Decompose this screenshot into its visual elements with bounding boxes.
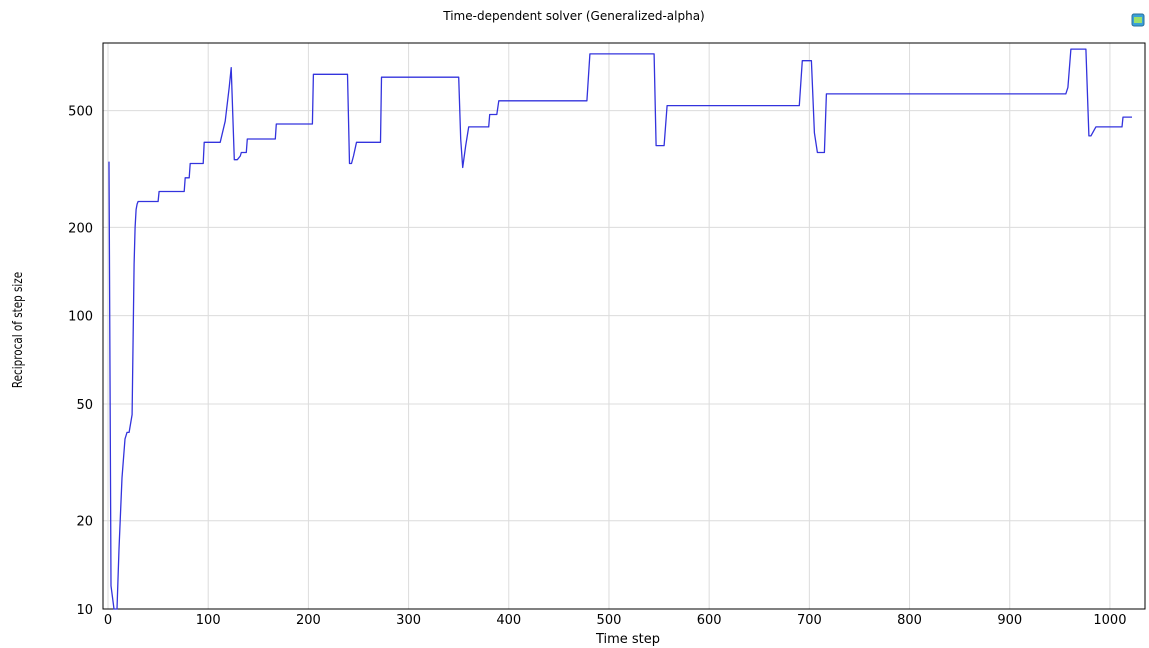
x-tick-label: 200 [296,613,321,628]
y-tick-label: 10 [76,603,93,618]
x-tick-label: 400 [496,613,521,628]
x-tick-label: 0 [104,613,112,628]
y-tick-label: 100 [68,310,93,325]
x-tick-label: 500 [597,613,622,628]
x-tick-label: 1000 [1093,613,1126,628]
x-tick-label: 600 [697,613,722,628]
grid-lines [103,43,1145,610]
y-axis-label: Reciprocal of step size [10,272,25,388]
y-tick-label: 500 [68,105,93,120]
tick-labels: 0 100 200 300 400 500 600 700 800 900 1000 10 20 50 10… [68,105,1126,628]
x-tick-label: 900 [997,613,1022,628]
x-tick-label: 800 [897,613,922,628]
y-tick-label: 200 [68,221,93,236]
series-line-1 [108,48,1132,610]
series-layer [108,48,1132,610]
x-tick-label: 700 [797,613,822,628]
y-tick-label: 20 [76,515,93,530]
export-icon[interactable] [1131,13,1145,27]
x-tick-label: 100 [196,613,221,628]
plot-area-frame [102,42,1146,610]
x-tick-label: 300 [396,613,421,628]
y-tick-label: 50 [76,398,93,413]
x-axis-label: Time step [595,632,660,647]
chart-title: Time-dependent solver (Generalized-alpha… [442,9,704,23]
